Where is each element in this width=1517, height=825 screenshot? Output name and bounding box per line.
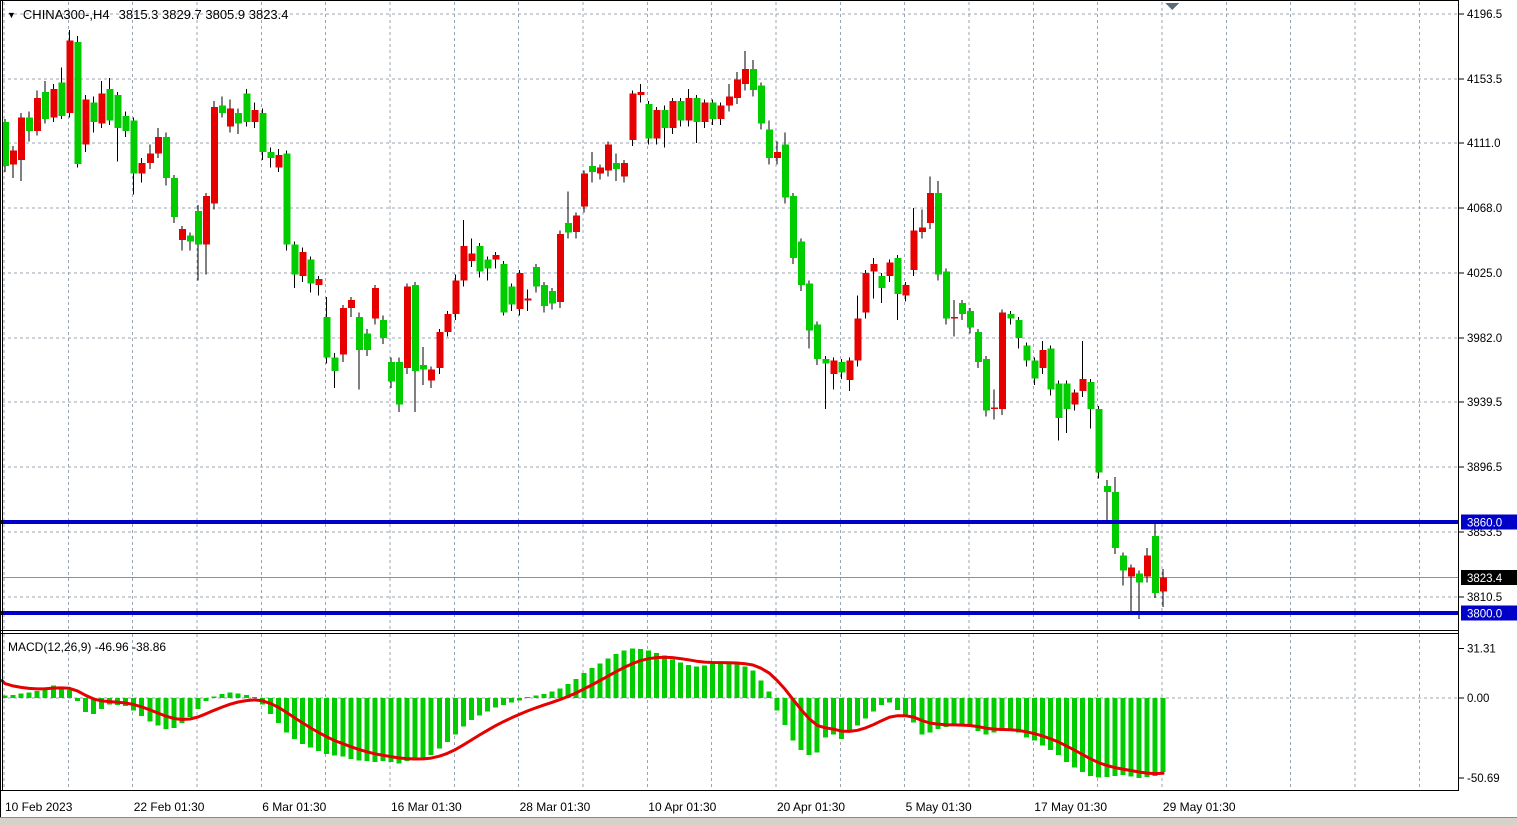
price-tick-label: 3896.5 — [1467, 462, 1502, 474]
candlestick-series[interactable] — [2, 29, 1167, 619]
price-tick-label: 4196.5 — [1467, 9, 1502, 21]
time-axis-label: 22 Feb 01:30 — [134, 800, 205, 814]
time-axis-label: 5 May 01:30 — [906, 800, 972, 814]
time-axis-label: 16 Mar 01:30 — [391, 800, 462, 814]
price-tick-label: 4153.5 — [1467, 74, 1502, 86]
macd-tick-label: 31.31 — [1467, 644, 1496, 656]
time-axis-label: 29 May 01:30 — [1163, 800, 1236, 814]
price-axis[interactable]: 4196.5 4153.5 4111.0 4068.0 4025.0 3982.0 3939… — [1459, 9, 1517, 785]
price-tick-label: 4111.0 — [1467, 138, 1500, 150]
time-axis-label: 20 Apr 01:30 — [777, 800, 845, 814]
price-badge-label: 3860.0 — [1467, 518, 1502, 530]
grid-lines — [2, 2, 1459, 790]
price-tick-label: 3810.5 — [1467, 592, 1502, 604]
price-badge — [1461, 605, 1517, 621]
price-tick-label: 3853.5 — [1467, 527, 1502, 539]
price-tick-label: 3939.5 — [1467, 397, 1502, 409]
price-tick-label: 3982.0 — [1467, 333, 1502, 345]
time-axis-label: 17 May 01:30 — [1034, 800, 1107, 814]
macd-tick-label: 0.00 — [1467, 693, 1489, 705]
chart-title-instrument: CHINA300-,H4 — [22, 7, 110, 22]
price-tick-label: 4025.0 — [1467, 268, 1502, 280]
chart-title-ohlc: 3815.3 3829.7 3805.9 3823.4 — [118, 7, 289, 22]
time-axis[interactable]: 10 Feb 2023 22 Feb 01:30 6 Mar 01:30 16 Mar… — [5, 800, 1236, 814]
price-tick-label: 4068.0 — [1467, 203, 1502, 215]
price-badge-label: 3823.4 — [1467, 573, 1503, 585]
price-badge-label: 3800.0 — [1467, 608, 1502, 620]
time-axis-label: 6 Mar 01:30 — [262, 800, 326, 814]
chart-title-bar: ▼ CHINA300-,H4 3815.3 3829.7 3805.9 3823… — [7, 7, 289, 22]
macd-signal-line — [0, 655, 1165, 776]
time-axis-label: 28 Mar 01:30 — [520, 800, 591, 814]
time-axis-label: 10 Apr 01:30 — [648, 800, 716, 814]
symbol-dropdown-icon[interactable]: ▼ — [7, 9, 16, 20]
scroll-marker-icon — [1165, 3, 1179, 10]
price-badge — [1461, 514, 1517, 530]
macd-indicator-label: MACD(12,26,9) -46.96 -38.86 — [8, 640, 167, 654]
bottom-strip — [0, 818, 1517, 825]
time-axis-label: 10 Feb 2023 — [5, 800, 73, 814]
price-badge — [1461, 570, 1517, 585]
macd-tick-label: -50.69 — [1467, 773, 1500, 785]
panel-borders — [0, 0, 1459, 818]
